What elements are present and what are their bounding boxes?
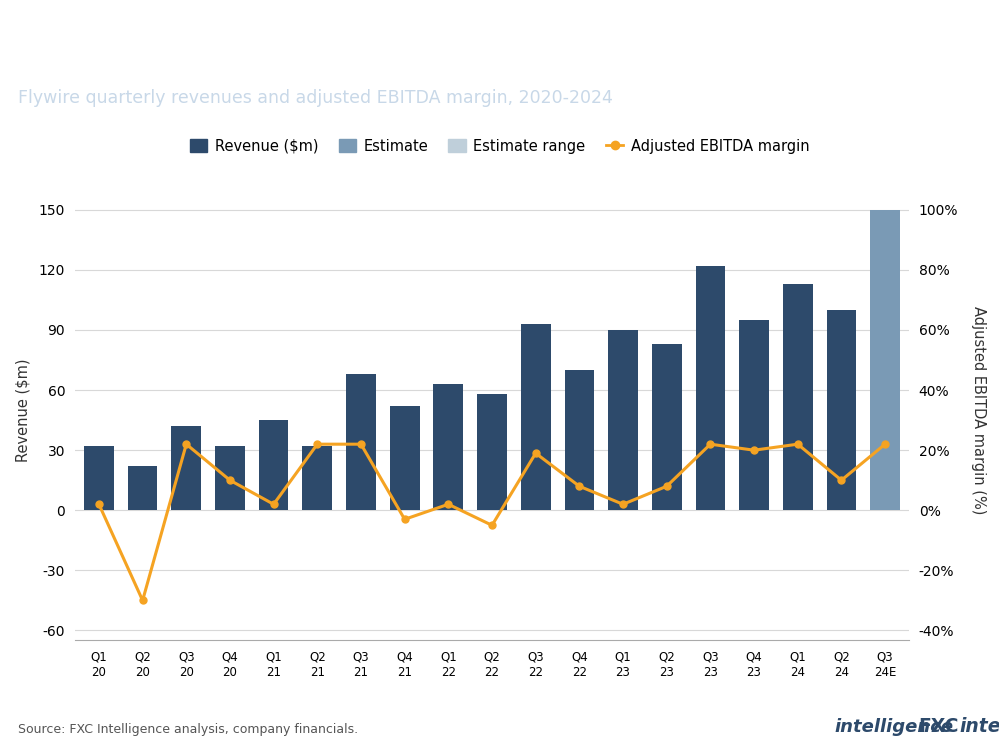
- Text: Flywire revenues, adjusted EBITDA rises in Q2 2024: Flywire revenues, adjusted EBITDA rises …: [18, 37, 789, 63]
- Y-axis label: Adjusted EBITDA margin (%): Adjusted EBITDA margin (%): [971, 306, 986, 515]
- Text: intelligence: intelligence: [959, 717, 999, 736]
- Bar: [739, 320, 769, 510]
- Bar: [695, 266, 725, 510]
- Bar: [303, 446, 332, 510]
- Bar: [172, 426, 201, 510]
- Bar: [84, 446, 114, 510]
- Bar: [564, 370, 594, 510]
- Bar: [520, 324, 550, 510]
- Bar: [390, 406, 420, 510]
- Bar: [652, 344, 681, 510]
- Text: Flywire quarterly revenues and adjusted EBITDA margin, 2020-2024: Flywire quarterly revenues and adjusted …: [18, 89, 612, 107]
- Bar: [608, 330, 638, 510]
- Bar: [346, 374, 376, 510]
- Text: Source: FXC Intelligence analysis, company financials.: Source: FXC Intelligence analysis, compa…: [18, 723, 358, 736]
- Bar: [259, 420, 289, 510]
- Bar: [478, 394, 506, 510]
- Y-axis label: Revenue ($m): Revenue ($m): [16, 358, 31, 462]
- Bar: [870, 210, 900, 510]
- Bar: [826, 310, 856, 510]
- Bar: [870, 210, 900, 510]
- Bar: [783, 284, 812, 510]
- Text: FXC: FXC: [918, 717, 959, 736]
- Legend: Revenue ($m), Estimate, Estimate range, Adjusted EBITDA margin: Revenue ($m), Estimate, Estimate range, …: [184, 133, 815, 160]
- Text: intelligence: intelligence: [835, 718, 954, 736]
- Bar: [215, 446, 245, 510]
- Bar: [434, 384, 464, 510]
- Bar: [128, 466, 158, 510]
